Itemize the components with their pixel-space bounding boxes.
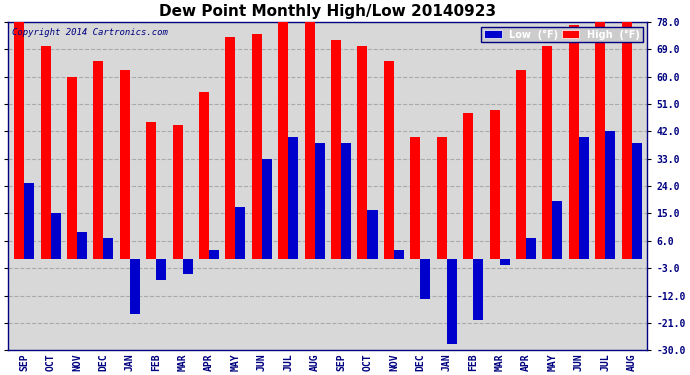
Bar	[394, 250, 404, 259]
Bar	[50, 213, 61, 259]
Bar	[542, 46, 553, 259]
Bar	[235, 207, 246, 259]
Bar	[67, 76, 77, 259]
Bar	[489, 110, 500, 259]
Bar	[288, 137, 298, 259]
Bar	[411, 137, 420, 259]
Bar	[252, 34, 262, 259]
Bar	[420, 259, 431, 299]
Bar	[553, 201, 562, 259]
Bar	[437, 137, 446, 259]
Bar	[130, 259, 140, 314]
Bar	[315, 144, 325, 259]
Bar	[93, 61, 104, 259]
Bar	[516, 70, 526, 259]
Bar	[631, 144, 642, 259]
Bar	[278, 22, 288, 259]
Bar	[622, 22, 631, 259]
Bar	[209, 250, 219, 259]
Bar	[384, 61, 394, 259]
Bar	[579, 137, 589, 259]
Bar	[305, 22, 315, 259]
Bar	[41, 46, 50, 259]
Bar	[341, 144, 351, 259]
Bar	[595, 22, 605, 259]
Bar	[357, 46, 368, 259]
Bar	[463, 113, 473, 259]
Bar	[199, 92, 209, 259]
Bar	[605, 131, 615, 259]
Legend: Low  (°F), High  (°F): Low (°F), High (°F)	[481, 27, 642, 42]
Bar	[146, 122, 156, 259]
Bar	[446, 259, 457, 344]
Bar	[526, 238, 536, 259]
Bar	[262, 159, 272, 259]
Bar	[473, 259, 483, 320]
Bar	[183, 259, 193, 274]
Bar	[500, 259, 510, 265]
Bar	[14, 22, 24, 259]
Title: Dew Point Monthly High/Low 20140923: Dew Point Monthly High/Low 20140923	[159, 4, 496, 19]
Bar	[569, 25, 579, 259]
Bar	[172, 125, 183, 259]
Bar	[104, 238, 113, 259]
Bar	[331, 40, 341, 259]
Bar	[77, 232, 87, 259]
Bar	[24, 183, 34, 259]
Text: Copyright 2014 Cartronics.com: Copyright 2014 Cartronics.com	[12, 28, 168, 37]
Bar	[120, 70, 130, 259]
Bar	[226, 37, 235, 259]
Bar	[368, 210, 377, 259]
Bar	[156, 259, 166, 280]
